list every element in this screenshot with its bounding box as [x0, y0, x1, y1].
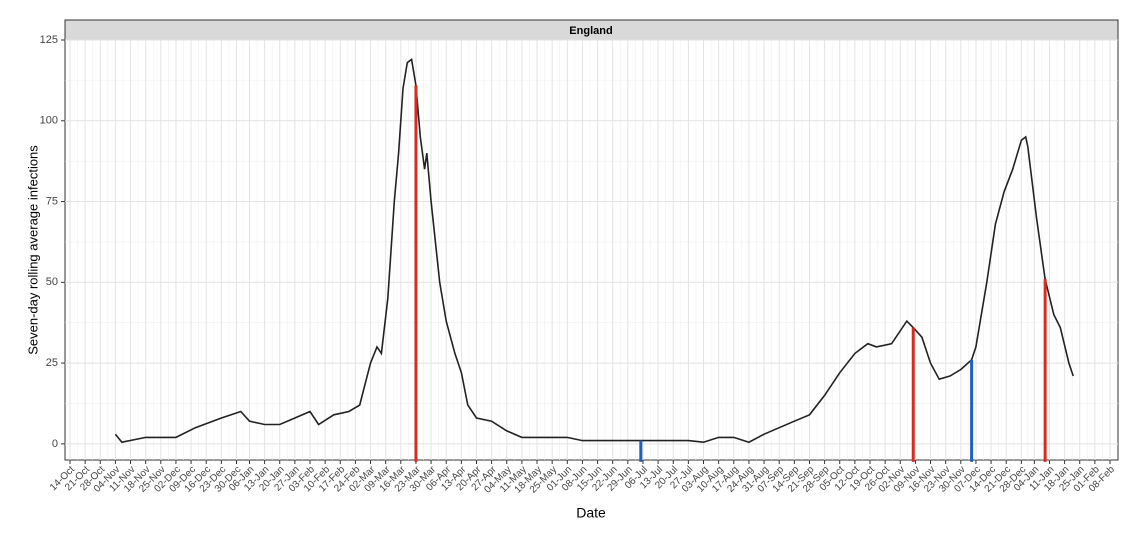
data-line [114, 57, 1074, 444]
y-axis-label: Seven-day rolling average infections [25, 145, 40, 355]
y-tick-label: 75 [46, 195, 58, 207]
y-tick-label: 25 [46, 357, 58, 369]
y-tick-label: 100 [40, 115, 58, 127]
panel-title: England [569, 25, 612, 37]
panel [64, 19, 1119, 461]
y-tick-label: 125 [40, 34, 58, 46]
x-axis-label: Date [576, 505, 606, 521]
grid [65, 39, 1118, 460]
y-tick-label: 50 [46, 276, 58, 288]
y-tick-label: 0 [52, 438, 58, 450]
